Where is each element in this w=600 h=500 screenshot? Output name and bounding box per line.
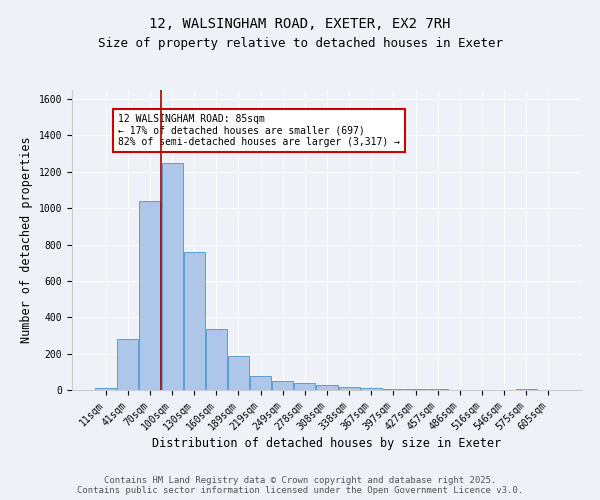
Text: Contains HM Land Registry data © Crown copyright and database right 2025.
Contai: Contains HM Land Registry data © Crown c…	[77, 476, 523, 495]
Bar	[427, 388, 448, 390]
Text: 12 WALSINGHAM ROAD: 85sqm
← 17% of detached houses are smaller (697)
82% of semi: 12 WALSINGHAM ROAD: 85sqm ← 17% of detac…	[118, 114, 400, 147]
Bar	[361, 388, 382, 390]
Bar	[184, 252, 205, 390]
Bar	[383, 388, 404, 390]
Bar	[272, 381, 293, 390]
Bar	[405, 389, 426, 390]
Bar	[139, 201, 160, 390]
Bar	[338, 386, 359, 390]
Bar	[161, 162, 182, 390]
Bar	[95, 388, 116, 390]
Bar	[228, 356, 249, 390]
Bar	[515, 389, 536, 390]
Bar	[118, 339, 139, 390]
X-axis label: Distribution of detached houses by size in Exeter: Distribution of detached houses by size …	[152, 438, 502, 450]
Bar	[295, 383, 316, 390]
Bar	[206, 329, 227, 390]
Bar	[250, 376, 271, 390]
Text: Size of property relative to detached houses in Exeter: Size of property relative to detached ho…	[97, 38, 503, 51]
Text: 12, WALSINGHAM ROAD, EXETER, EX2 7RH: 12, WALSINGHAM ROAD, EXETER, EX2 7RH	[149, 18, 451, 32]
Bar	[316, 385, 338, 390]
Y-axis label: Number of detached properties: Number of detached properties	[20, 136, 33, 344]
